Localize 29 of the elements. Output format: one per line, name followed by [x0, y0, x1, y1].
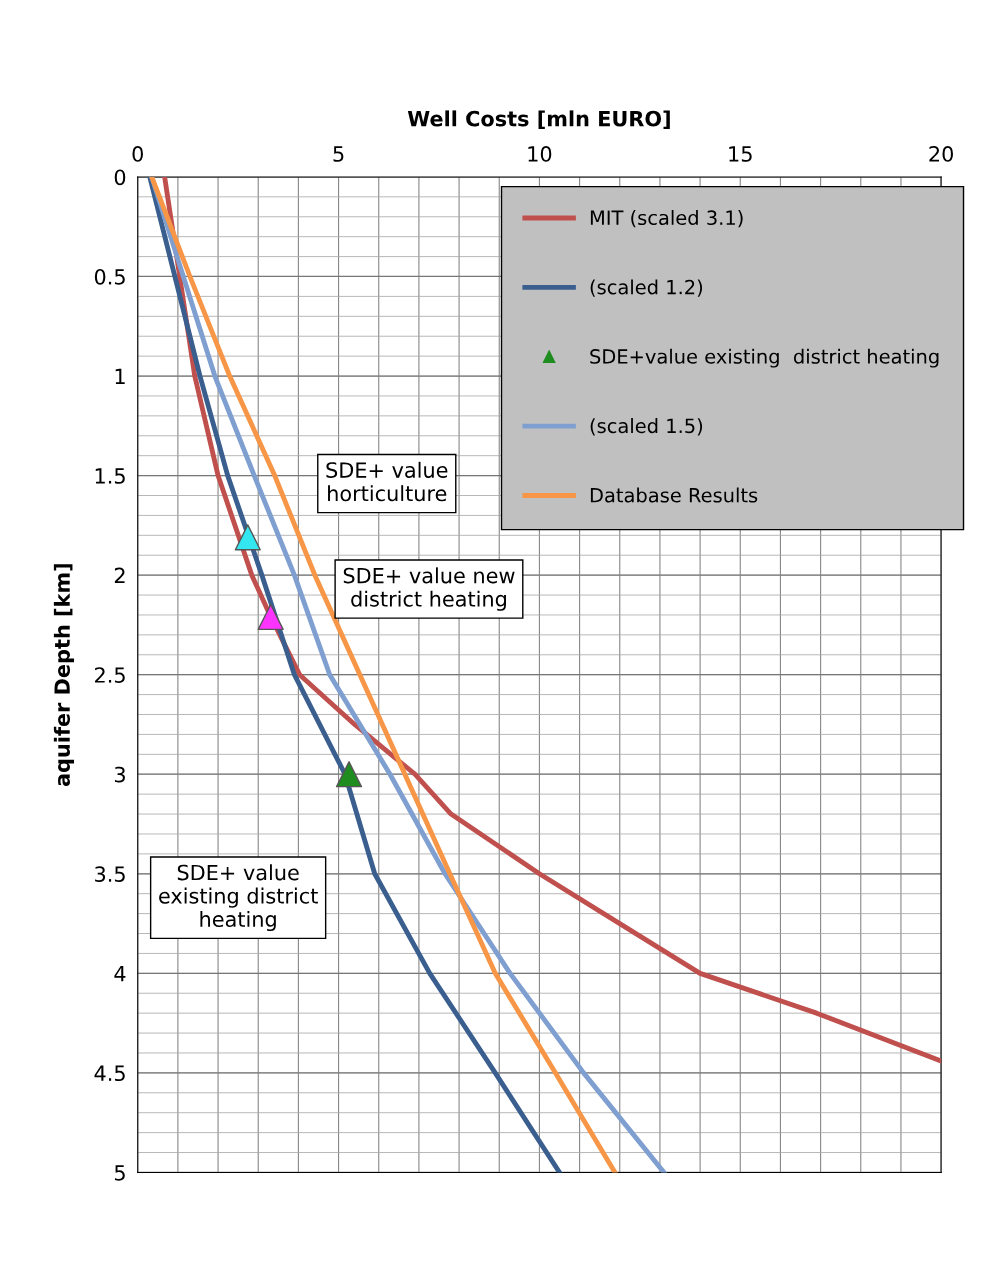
annotation: SDE+ value horticulture — [326, 461, 448, 502]
y-tick-label: 5 — [114, 1165, 125, 1181]
point — [257, 603, 284, 631]
x-tick-label: 20 — [929, 146, 953, 162]
y-tick-label: 3.5 — [95, 866, 125, 882]
x-tick-label: 10 — [528, 146, 552, 162]
point — [335, 761, 363, 788]
y-tick-label: 2 — [114, 567, 125, 584]
annotation: SDE+ value new district heating — [343, 567, 515, 611]
annotation: SDE+ value existing district heating — [159, 864, 318, 932]
x-tick-label: 15 — [729, 146, 752, 162]
x-axis-title: Well Costs [mln EURO] — [407, 110, 670, 129]
legend-label: SDE+value existing district heating — [590, 348, 939, 368]
y-tick-label: 1.5 — [95, 468, 125, 484]
y-tick-label: 4 — [114, 966, 126, 982]
x-tick-label: 5 — [333, 146, 344, 162]
legend-label: Database Results — [590, 487, 758, 503]
y-tick-label: 1 — [115, 368, 125, 384]
y-tick-label: 0.5 — [94, 268, 125, 285]
legend-label: (scaled 1.2) — [590, 279, 703, 297]
y-tick-label: 3 — [114, 766, 125, 783]
point — [234, 524, 261, 551]
y-tick-label: 2.5 — [95, 667, 125, 683]
y-tick-label: 4.5 — [94, 1065, 125, 1082]
legend-label: (scaled 1.5) — [590, 418, 703, 436]
legend-label: MIT (scaled 3.1) — [590, 210, 743, 228]
x-tick-label: 0 — [132, 146, 143, 162]
y-axis-title: aquifer Depth [km] — [53, 564, 75, 787]
y-tick-label: 0 — [114, 169, 126, 186]
